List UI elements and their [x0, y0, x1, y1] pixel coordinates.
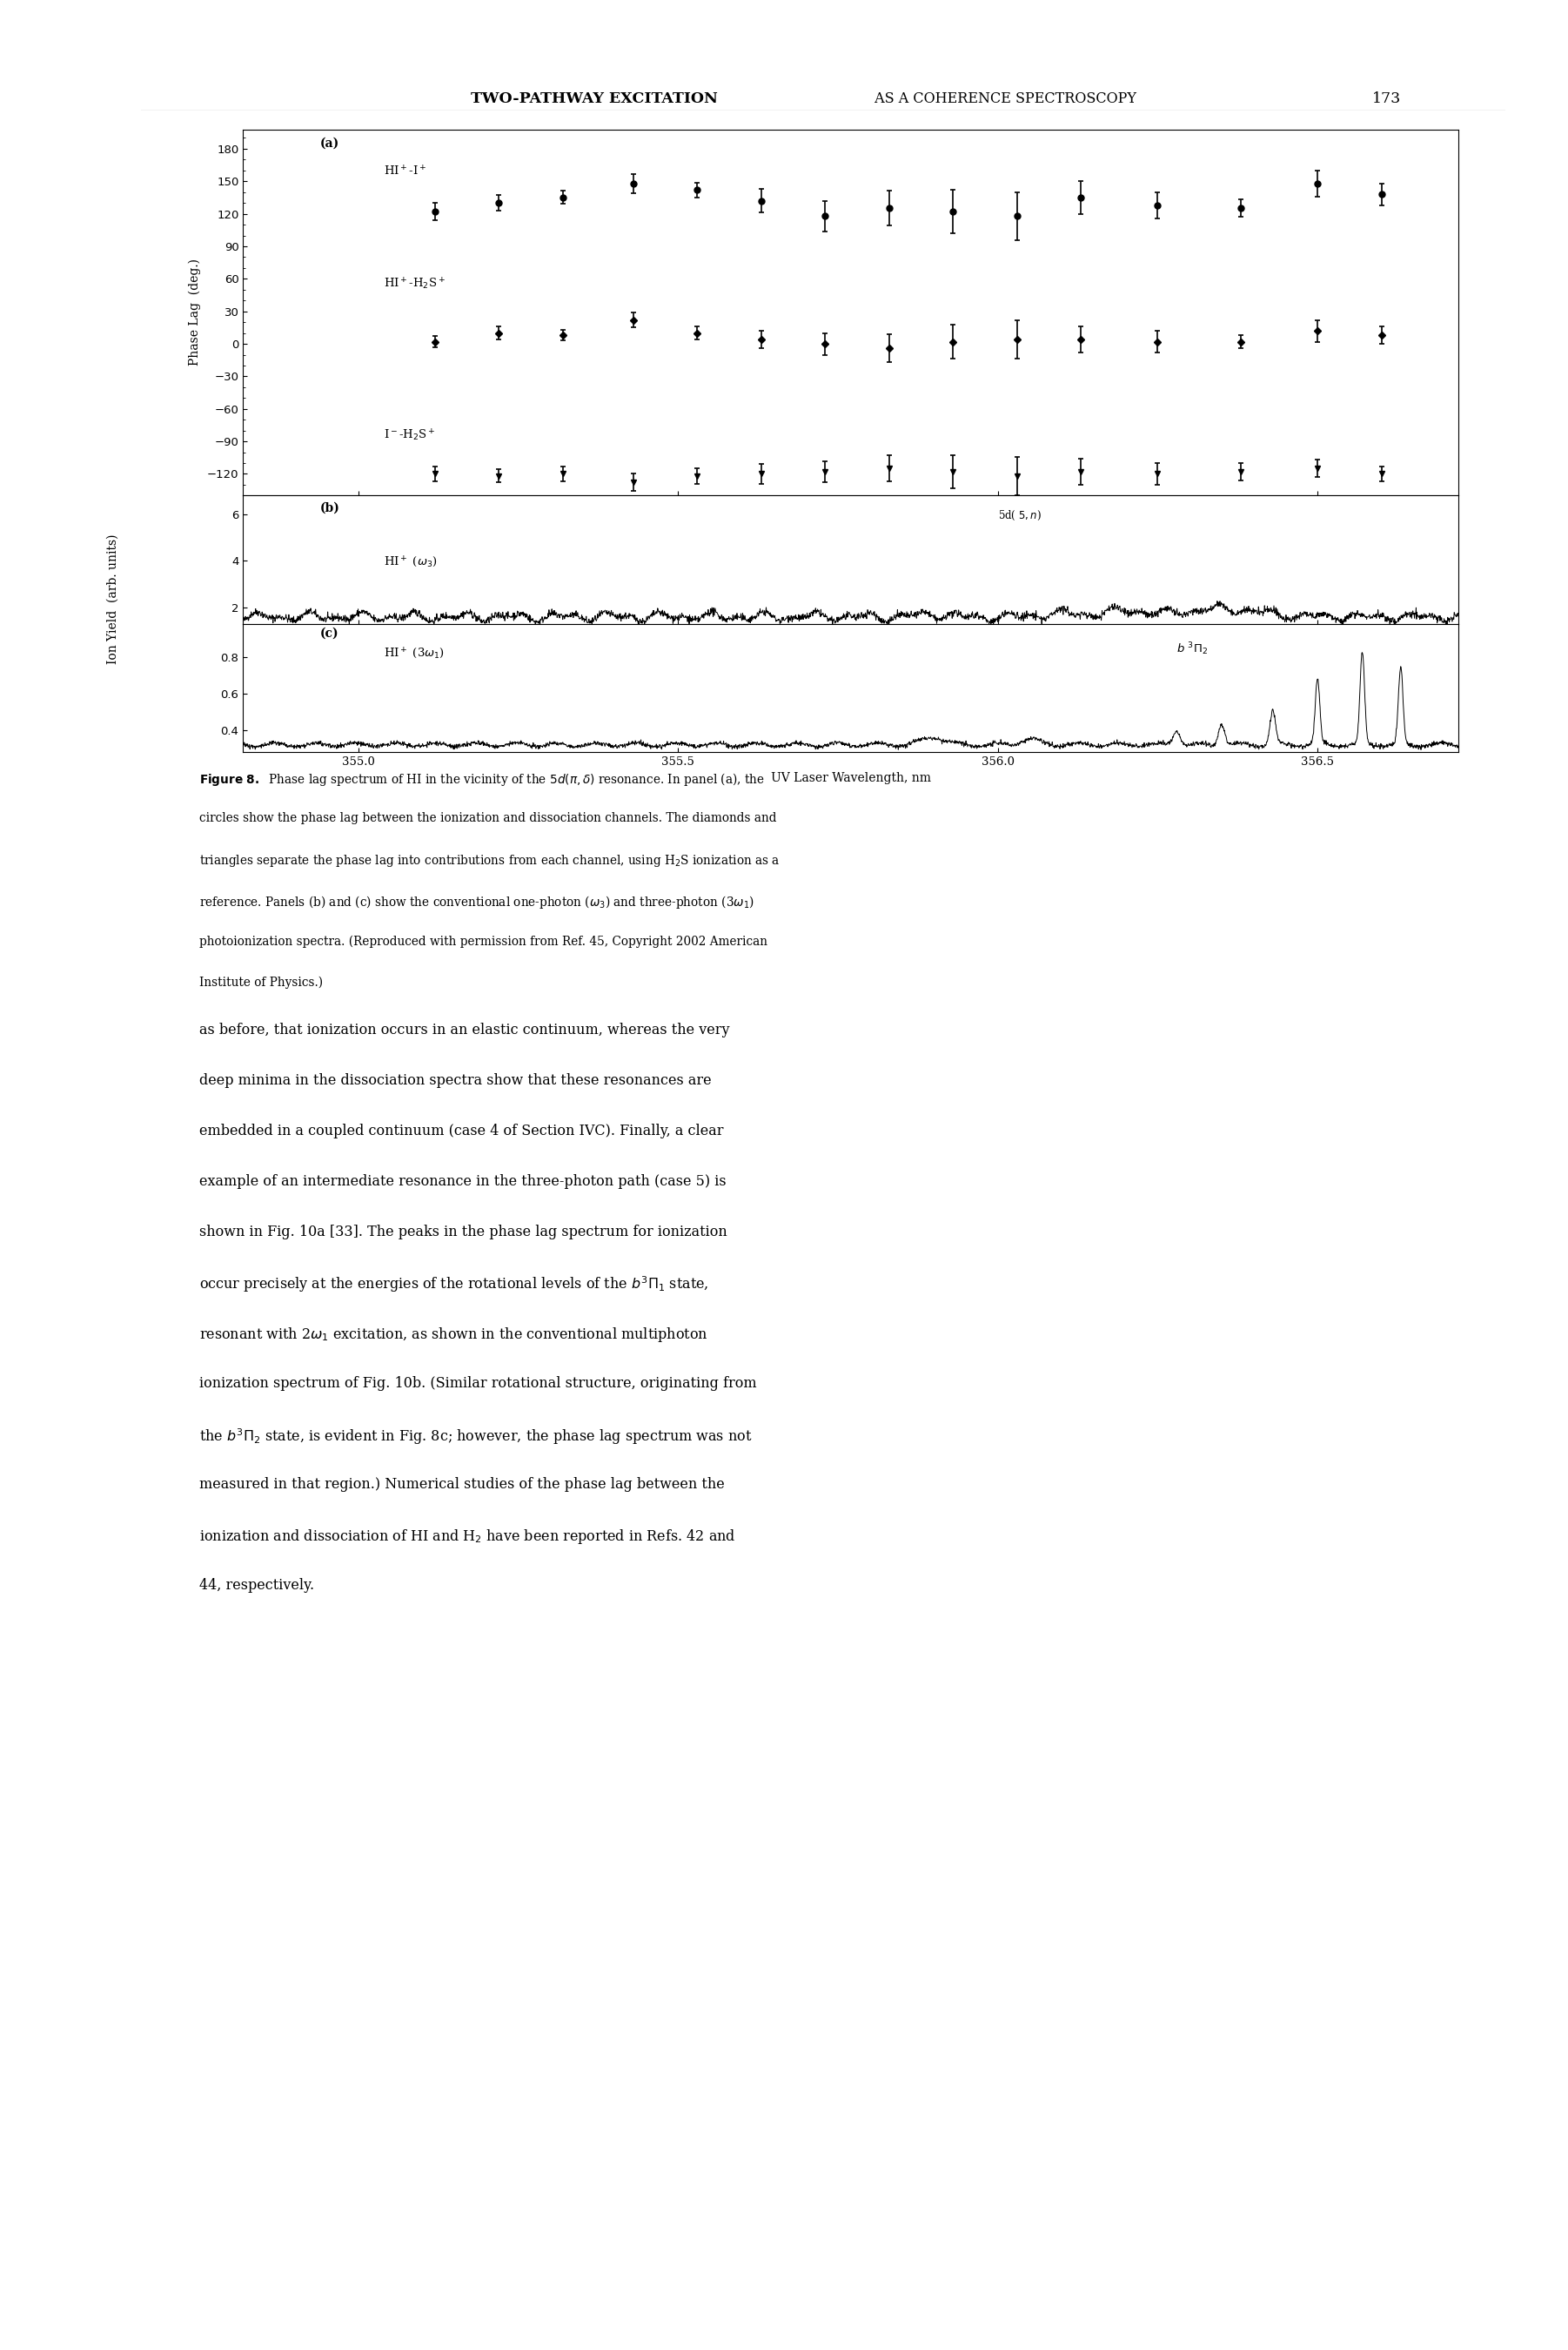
Text: $b\ ^3\Pi_2$: $b\ ^3\Pi_2$ — [1178, 642, 1209, 658]
Text: HI$^+$ (3$\omega_1$): HI$^+$ (3$\omega_1$) — [384, 646, 445, 660]
X-axis label: UV Laser Wavelength, nm: UV Laser Wavelength, nm — [770, 773, 931, 785]
Text: example of an intermediate resonance in the three-photon path (case 5) is: example of an intermediate resonance in … — [199, 1175, 726, 1189]
Text: I$^-$-H$_2$S$^+$: I$^-$-H$_2$S$^+$ — [384, 428, 436, 444]
Text: as before, that ionization occurs in an elastic continuum, whereas the very: as before, that ionization occurs in an … — [199, 1022, 729, 1036]
Text: the $b^3\Pi_2$ state, is evident in Fig. 8c; however, the phase lag spectrum was: the $b^3\Pi_2$ state, is evident in Fig.… — [199, 1426, 753, 1445]
Text: (a): (a) — [320, 136, 339, 148]
Text: ionization spectrum of Fig. 10b. (Similar rotational structure, originating from: ionization spectrum of Fig. 10b. (Simila… — [199, 1377, 757, 1391]
Text: deep minima in the dissociation spectra show that these resonances are: deep minima in the dissociation spectra … — [199, 1072, 712, 1088]
Text: reference. Panels (b) and (c) show the conventional one-photon ($\omega_3$) and : reference. Panels (b) and (c) show the c… — [199, 893, 754, 912]
Text: photoionization spectra. (Reproduced with permission from Ref. 45, Copyright 200: photoionization spectra. (Reproduced wit… — [199, 935, 767, 947]
Text: HI$^+$ ($\omega_3$): HI$^+$ ($\omega_3$) — [384, 555, 437, 569]
Text: (b): (b) — [320, 503, 340, 515]
Text: circles show the phase lag between the ionization and dissociation channels. The: circles show the phase lag between the i… — [199, 811, 776, 825]
Text: occur precisely at the energies of the rotational levels of the $b^3\Pi_1$ state: occur precisely at the energies of the r… — [199, 1274, 709, 1295]
Text: HI$^+$-I$^+$: HI$^+$-I$^+$ — [384, 165, 426, 179]
Text: 173: 173 — [1372, 92, 1400, 106]
Text: AS A COHERENCE SPECTROSCOPY: AS A COHERENCE SPECTROSCOPY — [870, 92, 1137, 106]
Text: resonant with 2$\omega_1$ excitation, as shown in the conventional multiphoton: resonant with 2$\omega_1$ excitation, as… — [199, 1325, 709, 1344]
Text: TWO-PATHWAY EXCITATION: TWO-PATHWAY EXCITATION — [470, 92, 718, 106]
Text: Institute of Physics.): Institute of Physics.) — [199, 978, 323, 989]
Text: 5d( $5,n$): 5d( $5,n$) — [997, 510, 1041, 522]
Text: (c): (c) — [320, 627, 339, 639]
Text: HI$^+$-H$_2$S$^+$: HI$^+$-H$_2$S$^+$ — [384, 277, 445, 291]
Text: 44, respectively.: 44, respectively. — [199, 1579, 314, 1593]
Text: triangles separate the phase lag into contributions from each channel, using H$_: triangles separate the phase lag into co… — [199, 853, 779, 870]
Text: shown in Fig. 10a [33]. The peaks in the phase lag spectrum for ionization: shown in Fig. 10a [33]. The peaks in the… — [199, 1224, 728, 1238]
Text: measured in that region.) Numerical studies of the phase lag between the: measured in that region.) Numerical stud… — [199, 1478, 724, 1492]
Text: Ion Yield  (arb. units): Ion Yield (arb. units) — [107, 533, 119, 665]
Text: ionization and dissociation of HI and H$_2$ have been reported in Refs. 42 and: ionization and dissociation of HI and H$… — [199, 1528, 735, 1546]
Text: embedded in a coupled continuum (case 4 of Section IVC). Finally, a clear: embedded in a coupled continuum (case 4 … — [199, 1123, 723, 1137]
Text: $\bf{Figure\ 8.}$  Phase lag spectrum of HI in the vicinity of the $5d(\pi, \del: $\bf{Figure\ 8.}$ Phase lag spectrum of … — [199, 771, 765, 787]
Y-axis label: Phase Lag  (deg.): Phase Lag (deg.) — [188, 258, 201, 367]
